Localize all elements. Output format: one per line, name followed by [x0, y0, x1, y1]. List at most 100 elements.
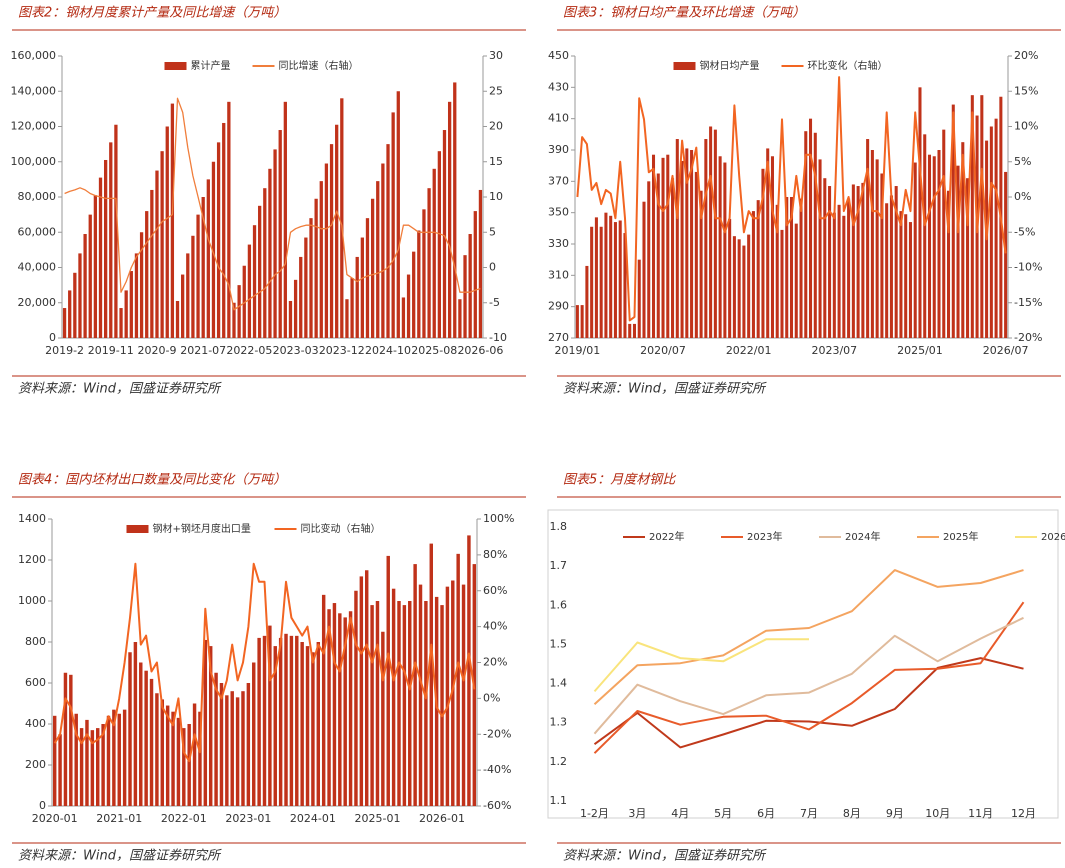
series-line	[53, 562, 476, 763]
bar	[370, 198, 375, 338]
bar	[381, 163, 385, 338]
bar	[268, 168, 272, 338]
bar	[661, 157, 665, 338]
legend-label: 2023年	[747, 530, 782, 543]
bar	[618, 220, 622, 338]
bar	[112, 709, 116, 806]
y-tick-label: 1200	[18, 553, 46, 566]
bar	[165, 126, 169, 338]
bar	[242, 265, 246, 338]
bar	[222, 122, 226, 338]
bar	[338, 613, 342, 806]
bar	[794, 223, 798, 338]
legend-label: 累计产量	[191, 59, 231, 72]
y-tick-label: 120,000	[11, 120, 57, 133]
bar	[799, 198, 803, 338]
legend-label: 2022年	[649, 530, 684, 543]
bar	[818, 159, 822, 338]
y2-tick-label: -10	[489, 331, 507, 344]
y-tick-label: 800	[25, 635, 46, 648]
bar	[923, 134, 927, 338]
bar	[332, 603, 337, 806]
source-note: 资料来源：Wind，国盛证券研究所	[563, 381, 767, 397]
bar	[942, 129, 946, 338]
y2-tick-label: 15%	[1014, 84, 1038, 97]
bar	[78, 253, 82, 338]
x-tick-label: 2023-01	[225, 812, 271, 825]
bar	[666, 154, 670, 338]
y2-tick-label: 25	[489, 84, 503, 97]
x-tick-label: 2021-07	[180, 344, 226, 357]
bar	[68, 290, 72, 338]
bar	[994, 118, 998, 339]
y2-tick-label: 20%	[1014, 49, 1038, 62]
y-tick-label: 1.1	[550, 794, 568, 807]
series-line	[593, 601, 1025, 754]
bar	[442, 130, 447, 338]
bar	[106, 715, 111, 806]
bar	[300, 642, 304, 806]
series-line	[576, 76, 1007, 322]
bar	[391, 112, 395, 339]
bar	[170, 103, 175, 339]
bar	[214, 672, 218, 806]
x-tick-label: 6月	[757, 807, 775, 820]
bar	[278, 130, 282, 338]
bar	[422, 209, 426, 338]
bar	[866, 139, 870, 338]
chart-frame	[547, 509, 1059, 819]
bar	[742, 245, 746, 338]
bar	[227, 101, 231, 338]
bar	[299, 256, 303, 338]
y-tick-label: 140,000	[11, 84, 57, 97]
y-tick-label: 1400	[18, 512, 46, 525]
x-tick-label: 2026/07	[983, 344, 1029, 357]
bar	[63, 672, 68, 806]
y2-tick-label: 0	[489, 261, 496, 274]
bar	[956, 165, 960, 338]
bar	[751, 211, 755, 338]
x-tick-label: 2019/01	[555, 344, 601, 357]
bar	[273, 149, 277, 338]
y-tick-label: 270	[548, 331, 569, 344]
x-tick-label: 10月	[925, 807, 950, 820]
x-tick-label: 2020-01	[32, 812, 78, 825]
y2-tick-label: 20	[489, 120, 503, 133]
bar	[196, 214, 200, 338]
bar	[847, 198, 851, 338]
bar	[370, 605, 374, 806]
bar	[453, 82, 457, 338]
legend-label: 2026年	[1041, 530, 1065, 543]
bar	[458, 299, 462, 338]
bar	[675, 139, 679, 338]
bar	[258, 205, 262, 338]
bar	[804, 131, 808, 338]
bar	[766, 148, 770, 338]
bar	[412, 251, 416, 338]
bar	[908, 222, 912, 338]
bar	[932, 156, 936, 338]
y2-tick-label: 5	[489, 225, 496, 238]
bar	[198, 711, 202, 806]
bar	[880, 173, 884, 338]
bar	[642, 201, 646, 338]
bar	[150, 189, 154, 338]
bar	[230, 691, 234, 806]
source-note: 资料来源：Wind，国盛证券研究所	[18, 848, 222, 864]
bar	[885, 203, 889, 338]
chart-panel: 图表3：钢材日均产量及环比增速（万吨）资料来源：Wind，国盛证券研究所2702…	[548, 5, 1061, 397]
bar	[144, 670, 148, 806]
bar	[305, 646, 310, 806]
chart-panel: 图表4：国内坯材出口数量及同比变化（万吨）资料来源：Wind，国盛证券研究所02…	[12, 472, 526, 864]
bar	[473, 211, 477, 338]
bar	[288, 300, 293, 338]
bar	[445, 586, 450, 806]
y-tick-label: 200	[25, 758, 46, 771]
bar	[386, 555, 390, 806]
legend-swatch	[126, 525, 149, 533]
bar	[813, 132, 817, 338]
legend-label: 钢材日均产量	[700, 59, 760, 72]
bar	[737, 239, 741, 338]
bar	[828, 186, 832, 338]
